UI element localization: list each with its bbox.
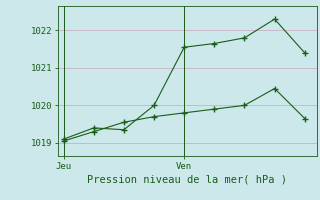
X-axis label: Pression niveau de la mer( hPa ): Pression niveau de la mer( hPa ) (87, 175, 287, 185)
